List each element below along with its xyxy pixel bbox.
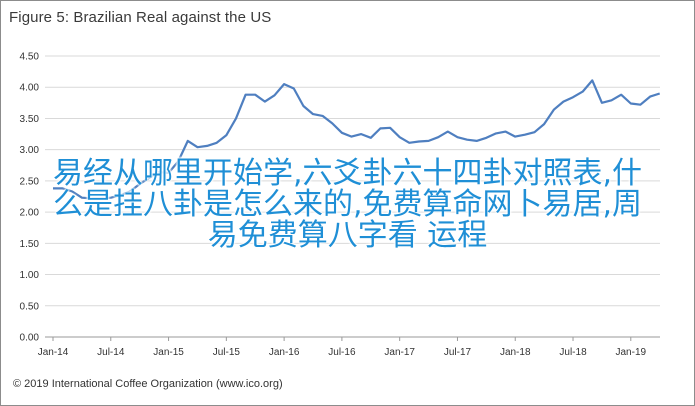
y-tick-label: 1.00: [20, 270, 40, 281]
x-tick-label: Jul-18: [559, 347, 587, 358]
y-tick-label: 3.00: [20, 145, 40, 156]
x-tick-label: Jan-17: [384, 347, 415, 358]
x-tick-label: Jul-15: [213, 347, 241, 358]
x-tick-label: Jan-18: [500, 347, 531, 358]
x-tick-label: Jul-14: [97, 347, 125, 358]
overlay-line: 易经从哪里开始学,六爻卦六十四卦对照表,什: [52, 156, 643, 191]
chart-title: Figure 5: Brazilian Real against the US: [9, 9, 272, 26]
x-tick-label: Jul-17: [444, 347, 472, 358]
overlay-line: 易免费算八字看 运程: [207, 218, 488, 253]
watermark-overlay-text: 易经从哪里开始学,六爻卦六十四卦对照表,什 么是挂八卦是怎么来的,免费算命网卜易…: [0, 158, 695, 251]
copyright-footer: © 2019 International Coffee Organization…: [13, 378, 283, 390]
y-tick-label: 1.50: [20, 239, 40, 250]
y-tick-label: 4.00: [20, 83, 40, 94]
y-tick-label: 0.50: [20, 301, 40, 312]
y-tick-label: 2.50: [20, 176, 40, 187]
y-tick-label: 3.50: [20, 114, 40, 125]
x-tick-label: Jan-16: [269, 347, 300, 358]
x-tick-label: Jul-16: [328, 347, 356, 358]
y-tick-label: 4.50: [20, 52, 40, 63]
x-tick-label: Jan-19: [616, 347, 647, 358]
overlay-line: 么是挂八卦是怎么来的,免费算命网卜易居,周: [52, 187, 643, 222]
x-tick-label: Jan-15: [153, 347, 184, 358]
y-tick-label: 0.00: [20, 333, 40, 344]
y-tick-label: 2.00: [20, 208, 40, 219]
x-tick-label: Jan-14: [38, 347, 69, 358]
series-line: [53, 79, 661, 200]
